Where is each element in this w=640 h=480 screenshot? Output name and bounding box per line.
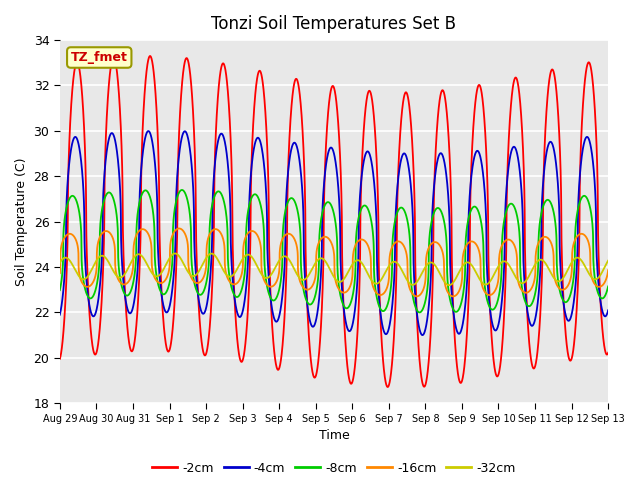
-32cm	[604, 258, 612, 264]
Title: Tonzi Soil Temperatures Set B: Tonzi Soil Temperatures Set B	[211, 15, 456, 33]
Y-axis label: Soil Temperature (C): Soil Temperature (C)	[15, 157, 28, 286]
-16cm	[552, 281, 560, 287]
-16cm	[56, 270, 64, 276]
-8cm	[173, 194, 181, 200]
-2cm	[604, 350, 612, 356]
-2cm	[384, 384, 392, 390]
-8cm	[552, 232, 560, 238]
-16cm	[449, 293, 457, 299]
-32cm	[209, 251, 217, 257]
-4cm	[145, 128, 152, 134]
-2cm	[552, 87, 560, 93]
Line: -2cm: -2cm	[60, 56, 608, 387]
-32cm	[604, 258, 612, 264]
-4cm	[56, 312, 64, 318]
-32cm	[173, 252, 181, 257]
-8cm	[604, 284, 612, 290]
X-axis label: Time: Time	[319, 429, 349, 442]
-4cm	[173, 170, 181, 176]
-16cm	[397, 240, 405, 245]
-32cm	[552, 277, 560, 283]
-2cm	[56, 356, 64, 362]
-8cm	[604, 284, 612, 289]
-4cm	[397, 157, 405, 163]
-32cm	[445, 282, 453, 288]
-16cm	[604, 269, 612, 275]
-4cm	[209, 187, 217, 192]
Line: -16cm: -16cm	[60, 228, 608, 296]
-8cm	[56, 287, 64, 293]
-32cm	[397, 266, 405, 272]
-2cm	[209, 259, 217, 265]
-16cm	[388, 246, 396, 252]
Line: -4cm: -4cm	[60, 131, 608, 335]
-8cm	[416, 310, 424, 315]
-4cm	[419, 332, 426, 338]
-16cm	[604, 267, 612, 273]
-32cm	[171, 251, 179, 256]
-2cm	[146, 53, 154, 59]
Line: -8cm: -8cm	[60, 190, 608, 312]
-2cm	[388, 365, 396, 371]
-2cm	[604, 350, 612, 356]
-4cm	[552, 163, 560, 169]
-4cm	[388, 310, 396, 315]
Text: TZ_fmet: TZ_fmet	[71, 51, 128, 64]
Legend: -2cm, -4cm, -8cm, -16cm, -32cm: -2cm, -4cm, -8cm, -16cm, -32cm	[147, 456, 521, 480]
-8cm	[388, 278, 396, 284]
-32cm	[388, 260, 396, 266]
Line: -32cm: -32cm	[60, 253, 608, 285]
-8cm	[397, 204, 405, 210]
-8cm	[209, 198, 217, 204]
-16cm	[175, 226, 183, 231]
-8cm	[178, 187, 186, 193]
-2cm	[173, 209, 181, 215]
-32cm	[56, 260, 64, 265]
-16cm	[209, 227, 217, 233]
-2cm	[397, 117, 405, 122]
-16cm	[173, 226, 181, 232]
-4cm	[604, 308, 612, 314]
-4cm	[604, 307, 612, 313]
